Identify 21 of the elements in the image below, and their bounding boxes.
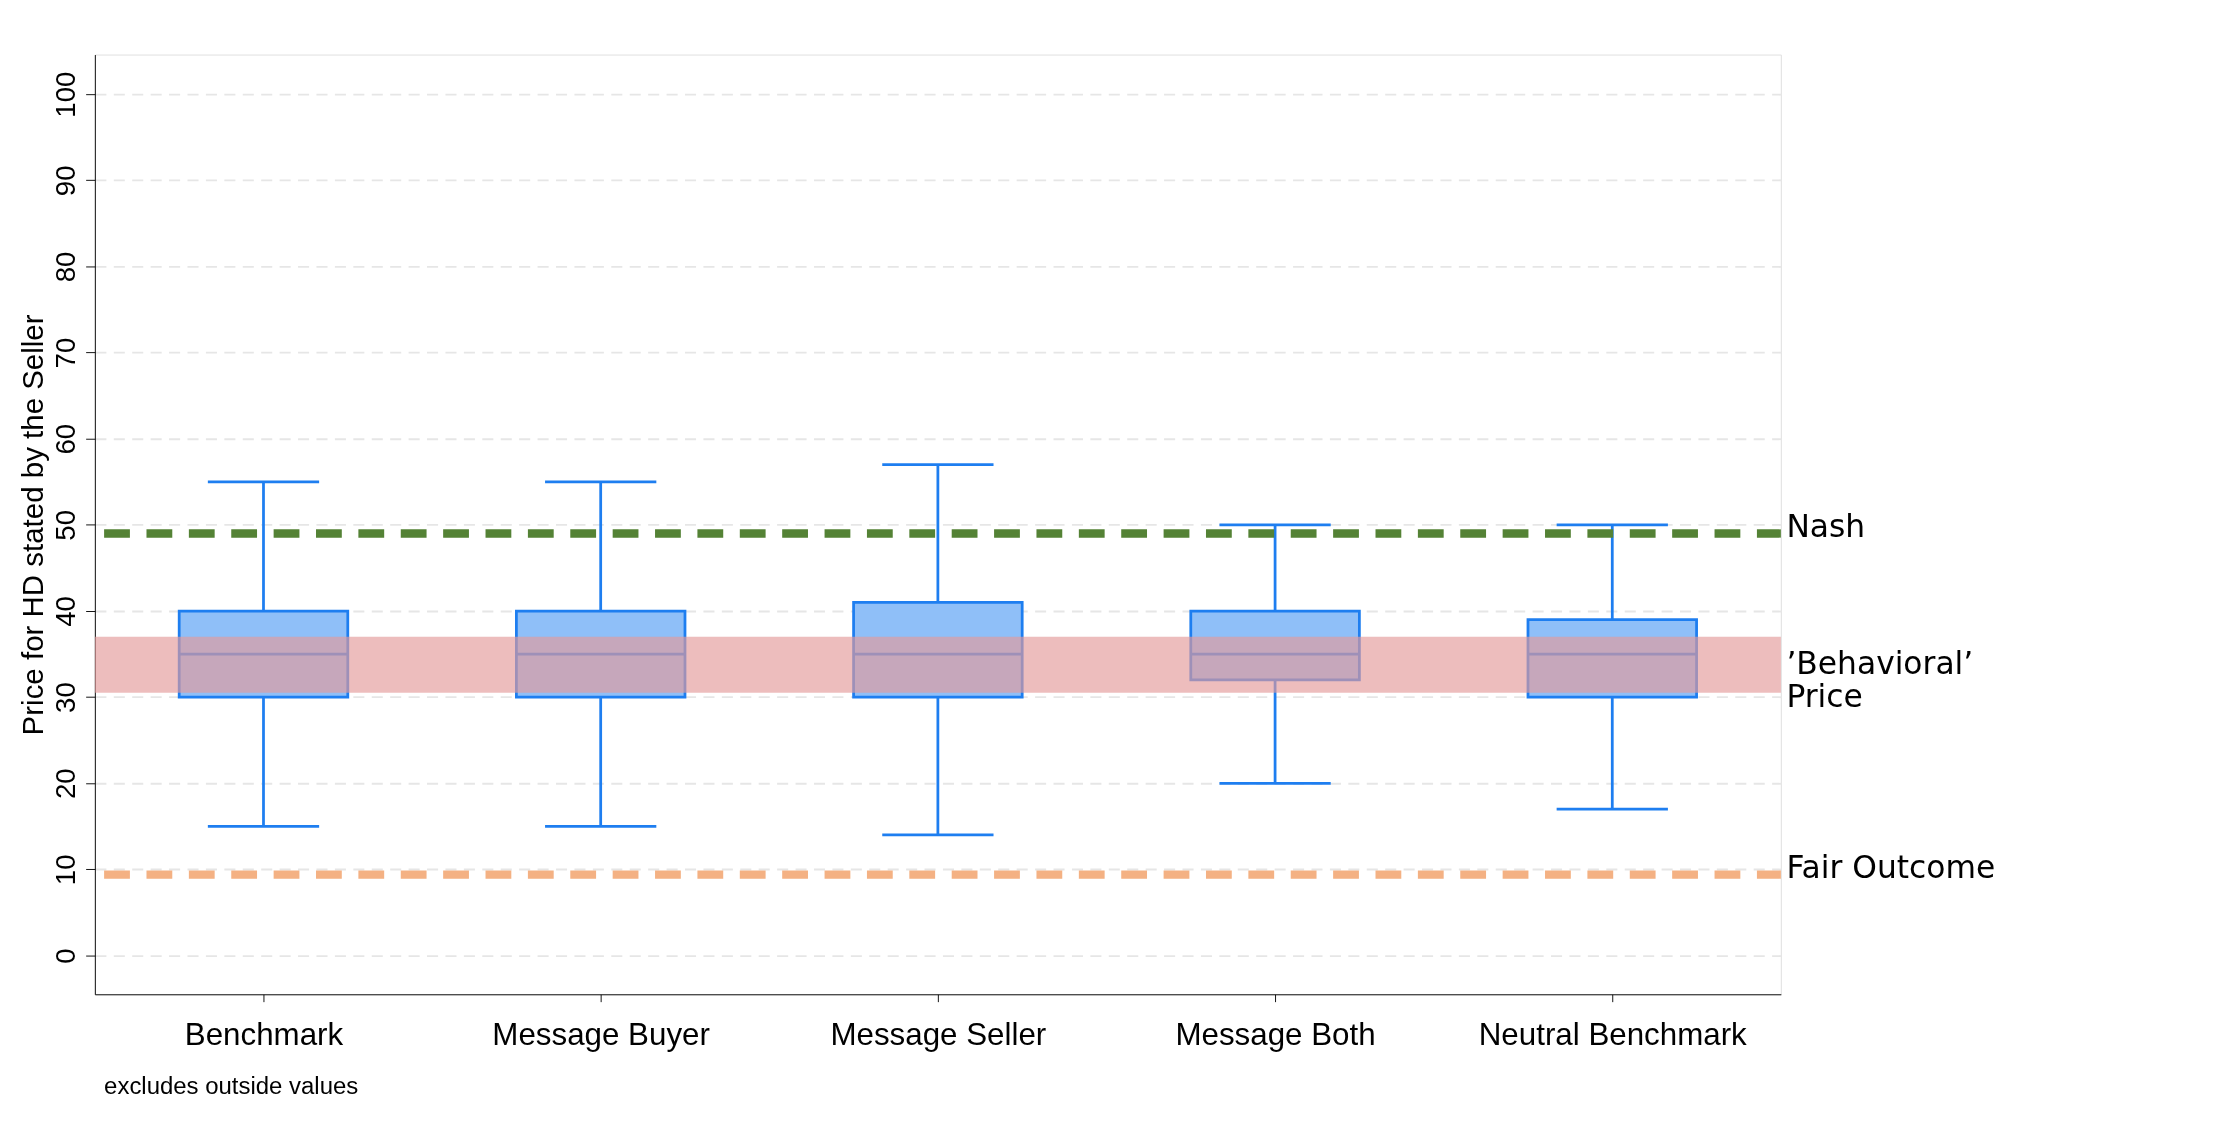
band-label: ’Behavioral’ Price	[1786, 645, 1974, 715]
x-tick-label: Neutral Benchmark	[1478, 1017, 1748, 1053]
x-tick-label: Message Buyer	[492, 1017, 710, 1053]
y-tick-label: 80	[50, 251, 82, 283]
y-tick-label: 0	[50, 948, 82, 964]
ref-line-label: Fair Outcome	[1786, 849, 1996, 886]
y-tick-label: 10	[50, 854, 82, 886]
x-tick-label: Message Both	[1175, 1017, 1376, 1053]
x-tick-label: Message Seller	[830, 1017, 1047, 1053]
y-tick-label: 30	[50, 682, 82, 713]
x-tick-label: Benchmark	[184, 1017, 344, 1053]
y-tick-label: 40	[50, 596, 82, 627]
y-tick-label: 90	[50, 165, 82, 197]
y-tick-label: 70	[50, 337, 82, 369]
y-tick-label: 50	[50, 509, 82, 541]
text: excludes outside values	[104, 1071, 359, 1099]
y-tick-label: 20	[50, 768, 82, 800]
y-axis-title: Price for HD stated by the Seller	[15, 314, 49, 736]
ref-line-label: Nash	[1786, 508, 1866, 545]
y-tick-label: 60	[50, 423, 82, 455]
y-tick-label: 100	[50, 71, 82, 118]
